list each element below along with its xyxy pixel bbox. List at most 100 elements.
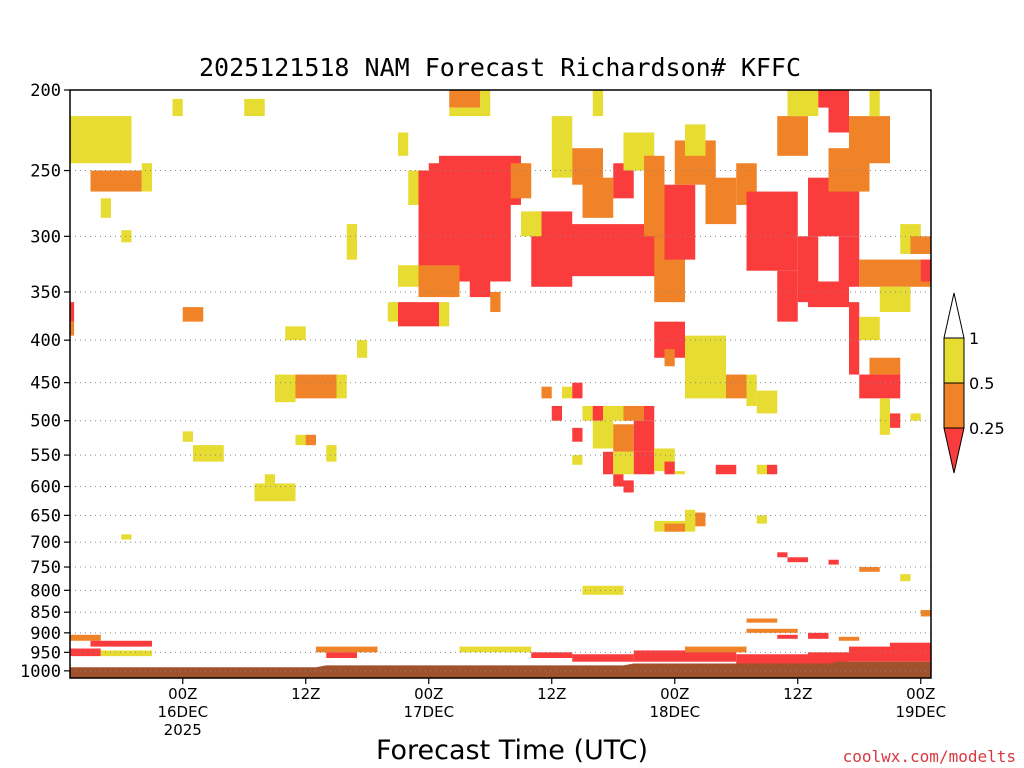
ri-cell-87: [879, 398, 890, 435]
ytick-label-300: 300: [30, 227, 61, 247]
ri-cell-71: [920, 259, 931, 282]
ri-cell-104: [603, 451, 614, 475]
ri-cell-66: [869, 90, 880, 117]
ytick-label-850: 850: [30, 603, 61, 623]
ri-cell-49: [644, 155, 665, 237]
ri-cell-140: [100, 650, 152, 657]
ri-cell-80: [726, 374, 747, 399]
ri-cell-112: [756, 464, 767, 475]
ri-cell-35: [449, 107, 480, 117]
ri-cell-37: [510, 163, 532, 199]
ri-cell-28: [439, 155, 521, 205]
ri-cell-36: [480, 90, 491, 117]
ri-cell-47: [613, 163, 634, 199]
xtick-label-54-1: 18DEC: [649, 703, 700, 721]
ri-cell-115: [674, 471, 685, 475]
ri-cell-133: [746, 628, 798, 633]
ri-cell-7: [70, 302, 75, 322]
ri-cell-118: [685, 509, 696, 532]
ri-cell-76: [859, 316, 880, 341]
ri-cell-70: [910, 236, 931, 254]
ri-cell-18: [326, 445, 337, 462]
ri-cell-2: [141, 163, 152, 192]
ri-cell-99: [644, 405, 655, 421]
ri-cell-135: [808, 632, 829, 639]
ri-cell-1: [90, 170, 142, 192]
gridlines: [70, 89, 931, 672]
x-axis-label: Forecast Time (UTC): [376, 735, 648, 766]
ri-cell-13: [336, 374, 347, 399]
ri-cell-100: [572, 427, 583, 442]
heatmap-cells: [70, 90, 931, 678]
ri-cell-6: [244, 98, 265, 117]
ri-cell-84: [869, 357, 901, 375]
ri-cell-150: [849, 646, 890, 662]
ri-cell-0: [70, 116, 132, 164]
xtick-label-6-1: 16DEC: [157, 703, 208, 721]
ri-cell-78: [664, 349, 675, 367]
ri-cell-98: [623, 405, 644, 421]
colorbar-top-arrow: [943, 292, 965, 339]
ri-cell-149: [808, 652, 849, 664]
ri-cell-10: [285, 326, 306, 341]
ytick-label-350: 350: [30, 283, 61, 303]
ri-cell-138: [90, 640, 152, 647]
ri-cell-105: [613, 451, 634, 475]
ri-cell-14: [182, 431, 193, 442]
colorbar-label-0: 1: [969, 329, 979, 348]
ri-cell-86: [890, 374, 901, 399]
ri-cell-101: [592, 420, 614, 449]
ri-cell-73: [879, 286, 911, 313]
xtick-label-78-0: 00Z: [906, 685, 935, 703]
ri-cell-123: [787, 557, 808, 563]
ri-cell-43: [551, 116, 573, 178]
ri-cell-19: [254, 483, 296, 502]
ri-cell-51: [664, 184, 696, 260]
ground-area: [70, 661, 931, 678]
xtick-label-30-0: 00Z: [414, 685, 443, 703]
xtick-label-18-0: 12Z: [291, 685, 320, 703]
xtick-label-30-1: 17DEC: [403, 703, 454, 721]
chart-title: 2025121518 NAM Forecast Richardson# KFFC: [199, 53, 801, 82]
colorbar-label-2: 0.25: [969, 419, 1005, 438]
colorbar-label-1: 0.5: [969, 374, 994, 393]
ri-cell-23: [357, 340, 368, 358]
ri-cell-21: [121, 534, 132, 540]
ri-cell-145: [572, 654, 634, 662]
ri-cell-81: [746, 374, 757, 406]
ri-cell-144: [531, 652, 573, 658]
ytick-label-200: 200: [30, 81, 61, 101]
ri-cell-42: [469, 281, 491, 298]
ytick-label-1000: 1000: [20, 662, 61, 682]
ri-cell-136: [838, 636, 860, 641]
ri-cell-109: [613, 474, 624, 487]
ri-cell-45: [582, 177, 614, 218]
xtick-label-54-0: 00Z: [660, 685, 689, 703]
ytick-label-750: 750: [30, 558, 61, 578]
ri-cell-3: [100, 198, 111, 218]
ytick-label-600: 600: [30, 477, 61, 497]
ri-cell-17: [305, 434, 316, 446]
ri-cell-143: [459, 646, 532, 653]
ri-cell-93: [572, 382, 583, 399]
ri-cell-24: [398, 132, 409, 156]
ri-cell-142: [326, 652, 357, 658]
ri-cell-131: [920, 610, 931, 617]
ri-cell-124: [828, 559, 839, 565]
ri-cell-67: [838, 236, 860, 287]
ri-cell-20: [264, 474, 275, 484]
ri-cell-114: [572, 455, 583, 465]
colorbar-bottom-arrow: [943, 427, 965, 474]
ri-cell-126: [900, 574, 911, 582]
ri-cell-57: [777, 270, 798, 322]
ytick-label-900: 900: [30, 624, 61, 644]
ri-cell-64: [828, 90, 849, 133]
ytick-label-800: 800: [30, 581, 61, 601]
xtick-label-6-0: 00Z: [168, 685, 197, 703]
ytick-label-650: 650: [30, 506, 61, 526]
ytick-label-950: 950: [30, 643, 61, 663]
xtick-label-42-0: 12Z: [537, 685, 566, 703]
ri-cell-33: [387, 302, 398, 322]
ri-cell-82: [756, 390, 778, 414]
